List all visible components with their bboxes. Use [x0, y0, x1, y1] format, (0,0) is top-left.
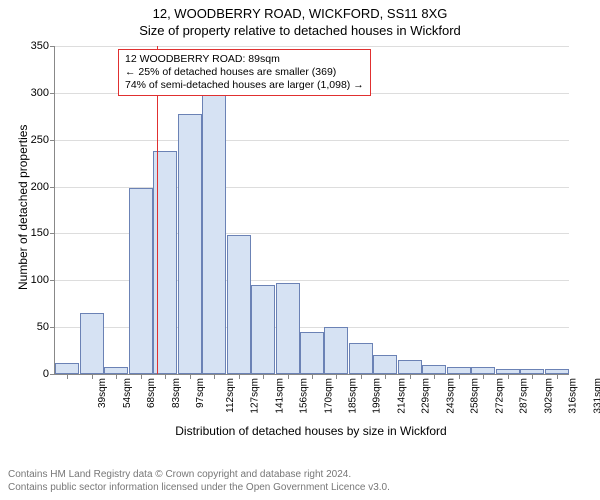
y-tick-label: 100: [31, 274, 55, 286]
bar: [202, 95, 226, 374]
x-tick-mark: [336, 374, 337, 379]
bar: [300, 332, 324, 374]
x-tick-mark: [141, 374, 142, 379]
x-tick-label: 39sqm: [97, 378, 108, 408]
x-tick-mark: [557, 374, 558, 379]
footer-line2: Contains public sector information licen…: [8, 482, 390, 495]
x-tick-mark: [190, 374, 191, 379]
x-tick-mark: [434, 374, 435, 379]
x-tick-label: 83sqm: [171, 378, 182, 408]
bar: [373, 355, 397, 374]
x-tick-label: 112sqm: [224, 378, 235, 413]
bar: [422, 365, 446, 374]
bar: [80, 313, 104, 374]
bar: [276, 283, 300, 374]
y-tick-label: 300: [31, 87, 55, 99]
x-tick-mark: [165, 374, 166, 379]
x-tick-label: 287sqm: [519, 378, 530, 414]
x-tick-label: 243sqm: [445, 378, 456, 414]
bar: [349, 343, 373, 374]
x-tick-label: 316sqm: [568, 378, 579, 414]
x-tick-label: 170sqm: [323, 378, 334, 414]
x-tick-label: 141sqm: [274, 378, 285, 414]
x-tick-mark: [459, 374, 460, 379]
y-tick-label: 150: [31, 227, 55, 239]
gridline: [55, 140, 569, 141]
bar: [251, 285, 275, 374]
infobox-line2: ← 25% of detached houses are smaller (36…: [125, 66, 364, 79]
y-tick-label: 250: [31, 134, 55, 146]
x-tick-mark: [361, 374, 362, 379]
footer-line1: Contains HM Land Registry data © Crown c…: [8, 469, 390, 482]
x-tick-mark: [288, 374, 289, 379]
x-tick-label: 229sqm: [421, 378, 432, 414]
x-tick-mark: [92, 374, 93, 379]
x-tick-mark: [410, 374, 411, 379]
x-tick-mark: [385, 374, 386, 379]
x-tick-label: 199sqm: [372, 378, 383, 414]
x-tick-mark: [483, 374, 484, 379]
gridline: [55, 46, 569, 47]
y-tick-label: 50: [37, 321, 55, 333]
x-tick-mark: [67, 374, 68, 379]
y-axis-label: Number of detached properties: [16, 125, 30, 290]
annotation-infobox: 12 WOODBERRY ROAD: 89sqm ← 25% of detach…: [118, 49, 371, 96]
bar: [55, 363, 79, 374]
x-tick-mark: [312, 374, 313, 379]
bar: [447, 367, 471, 374]
footer-attribution: Contains HM Land Registry data © Crown c…: [8, 469, 390, 494]
x-tick-mark: [508, 374, 509, 379]
bar: [324, 327, 348, 374]
y-tick-label: 0: [43, 368, 55, 380]
y-tick-label: 350: [31, 40, 55, 52]
x-tick-label: 127sqm: [250, 378, 261, 414]
bar: [178, 114, 202, 374]
bar: [471, 367, 495, 374]
x-tick-label: 258sqm: [470, 378, 481, 414]
infobox-line1: 12 WOODBERRY ROAD: 89sqm: [125, 53, 364, 66]
x-tick-label: 214sqm: [397, 378, 408, 414]
bar: [398, 360, 422, 374]
y-tick-label: 200: [31, 181, 55, 193]
x-tick-mark: [239, 374, 240, 379]
x-tick-label: 97sqm: [195, 378, 206, 408]
x-tick-label: 302sqm: [543, 378, 554, 414]
x-tick-label: 54sqm: [122, 378, 133, 408]
x-tick-mark: [214, 374, 215, 379]
chart-subtitle: Size of property relative to detached ho…: [0, 21, 600, 38]
x-tick-mark: [116, 374, 117, 379]
bar: [104, 367, 128, 374]
x-tick-mark: [532, 374, 533, 379]
x-tick-label: 68sqm: [146, 378, 157, 408]
x-tick-label: 185sqm: [348, 378, 359, 414]
bar: [129, 188, 153, 374]
chart-title: 12, WOODBERRY ROAD, WICKFORD, SS11 8XG: [0, 0, 600, 21]
x-tick-label: 156sqm: [299, 378, 310, 414]
bar: [227, 235, 251, 374]
x-axis-label: Distribution of detached houses by size …: [54, 424, 568, 438]
infobox-line3: 74% of semi-detached houses are larger (…: [125, 79, 364, 92]
x-tick-label: 272sqm: [494, 378, 505, 414]
gridline: [55, 187, 569, 188]
x-tick-label: 331sqm: [592, 378, 600, 414]
x-tick-mark: [263, 374, 264, 379]
